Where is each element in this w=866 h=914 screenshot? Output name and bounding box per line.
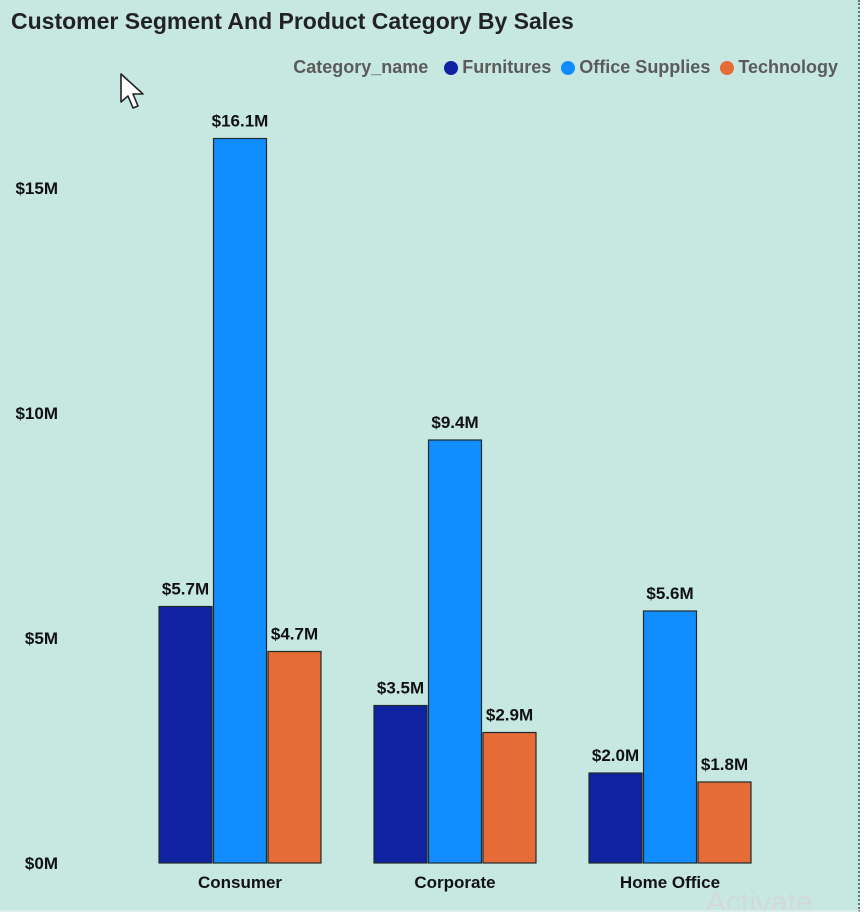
bar-consumer-technology	[267, 650, 322, 864]
bar-corporate-technology	[482, 731, 537, 864]
data-label: $2.9M	[486, 706, 533, 725]
legend-item-furnitures[interactable]: Furnitures	[444, 57, 551, 78]
y-tick-label: $10M	[15, 404, 58, 423]
data-label: $4.7M	[271, 625, 318, 644]
x-tick-label: Home Office	[620, 873, 720, 892]
legend: Category_name Furnitures Office Supplies…	[293, 57, 838, 78]
legend-dot-technology	[720, 60, 735, 75]
bar-consumer-furnitures	[158, 605, 213, 864]
legend-title: Category_name	[293, 57, 429, 77]
data-label: $9.4M	[431, 413, 478, 432]
bar-home-office-technology	[697, 781, 752, 864]
legend-item-technology[interactable]: Technology	[720, 57, 838, 78]
bar-home-office-office-supplies	[642, 610, 698, 864]
data-label: $1.8M	[701, 755, 748, 774]
data-label: $2.0M	[592, 746, 639, 765]
data-label: $5.7M	[162, 580, 209, 599]
activate-watermark: Activate	[706, 886, 813, 912]
y-tick-label: $15M	[15, 179, 58, 198]
x-tick-label: Consumer	[198, 873, 282, 892]
legend-dot-furnitures	[444, 60, 459, 75]
bar-corporate-furnitures	[373, 704, 428, 864]
data-label: $3.5M	[377, 679, 424, 698]
bar-home-office-furnitures	[588, 772, 643, 864]
legend-label-furnitures: Furnitures	[462, 57, 552, 77]
y-tick-label: $0M	[25, 854, 58, 873]
x-tick-label: Corporate	[414, 873, 495, 892]
mouse-cursor-icon	[120, 73, 144, 109]
bar-consumer-office-supplies	[212, 137, 268, 864]
legend-item-office-supplies[interactable]: Office Supplies	[561, 57, 710, 78]
bar-corporate-office-supplies	[427, 439, 483, 864]
y-tick-label: $5M	[25, 629, 58, 648]
legend-dot-office-supplies	[561, 60, 576, 75]
data-label: $16.1M	[212, 112, 269, 131]
data-label: $5.6M	[646, 584, 693, 603]
legend-label-technology: Technology	[738, 57, 838, 77]
chart-title: Customer Segment And Product Category By…	[11, 8, 574, 34]
legend-label-office-supplies: Office Supplies	[579, 57, 711, 77]
